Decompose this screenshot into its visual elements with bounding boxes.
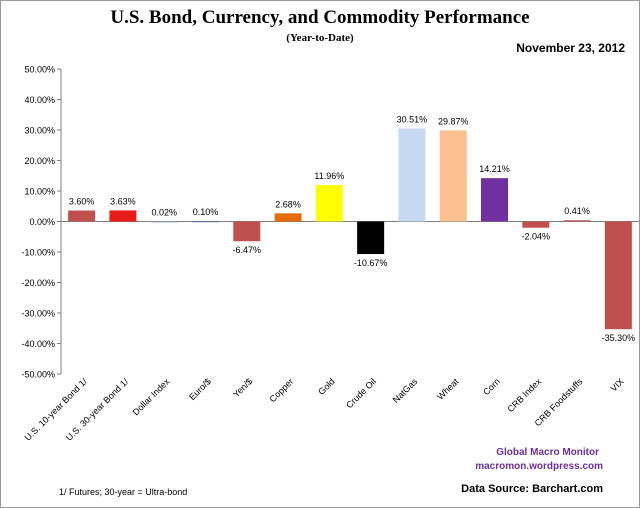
- bar-value-label: 30.51%: [397, 114, 428, 124]
- bar: [274, 213, 302, 222]
- bar-value-label: -2.04%: [522, 232, 551, 242]
- bar-value-label: 3.63%: [110, 196, 136, 206]
- bar-value-label: 0.02%: [151, 207, 177, 217]
- chart-subtitle: (Year-to-Date): [286, 32, 354, 44]
- category-label: Dollar Index: [131, 376, 172, 417]
- y-tick-label: -20.00%: [21, 278, 55, 288]
- bar: [481, 178, 508, 222]
- category-label: Copper: [268, 376, 296, 404]
- bar: [604, 221, 632, 330]
- bar-value-label: 0.10%: [193, 207, 219, 217]
- category-label: Yen/$: [231, 376, 254, 399]
- chart-date: November 23, 2012: [516, 41, 625, 55]
- bar: [109, 210, 137, 222]
- y-tick-label: -10.00%: [21, 248, 55, 258]
- y-tick-label: 20.00%: [24, 156, 55, 166]
- bar: [357, 221, 385, 255]
- chart-title: U.S. Bond, Currency, and Commodity Perfo…: [110, 7, 530, 28]
- bar-value-label: -35.30%: [602, 333, 636, 343]
- category-label: CRB Index: [505, 376, 543, 414]
- bar: [522, 221, 550, 228]
- category-label: Wheat: [435, 376, 461, 402]
- credit-url: macromon.wordpress.com: [475, 461, 603, 472]
- credit-name: Global Macro Monitor: [496, 447, 599, 458]
- bar: [68, 210, 96, 222]
- category-label: Crude Oil: [344, 376, 378, 410]
- y-tick-label: -30.00%: [21, 309, 55, 319]
- bar-value-label: -10.67%: [354, 258, 388, 268]
- bar-value-label: 14.21%: [479, 164, 510, 174]
- bar-value-label: 29.87%: [438, 116, 469, 126]
- y-tick-label: 0.00%: [29, 217, 55, 227]
- data-source: Data Source: Barchart.com: [461, 483, 603, 495]
- bar: [150, 221, 178, 223]
- bar: [398, 128, 426, 222]
- y-tick-label: 50.00%: [24, 65, 55, 75]
- bar: [315, 185, 343, 222]
- bar: [439, 130, 467, 222]
- bar-value-label: 11.96%: [314, 171, 344, 181]
- category-label: Gold: [316, 376, 337, 397]
- category-label: Corn: [481, 376, 502, 397]
- bar-value-label: -6.47%: [233, 245, 262, 255]
- y-tick-label: 30.00%: [24, 126, 55, 136]
- y-tick-label: -50.00%: [21, 370, 55, 380]
- footnote: 1/ Futures; 30-year = Ultra-bond: [59, 487, 188, 497]
- bar: [192, 221, 219, 223]
- bar: [563, 220, 591, 222]
- category-label: VIX: [608, 376, 625, 393]
- bar-value-label: 0.41%: [564, 206, 590, 216]
- y-tick-label: 40.00%: [24, 95, 55, 105]
- bar-value-label: 3.60%: [69, 197, 95, 207]
- bar: [233, 221, 261, 242]
- y-tick-label: 10.00%: [24, 187, 55, 197]
- category-label: NatGas: [391, 376, 420, 405]
- bar-value-label: 2.68%: [275, 199, 301, 209]
- y-tick-label: -40.00%: [21, 339, 55, 349]
- category-label: Euro/$: [187, 376, 213, 402]
